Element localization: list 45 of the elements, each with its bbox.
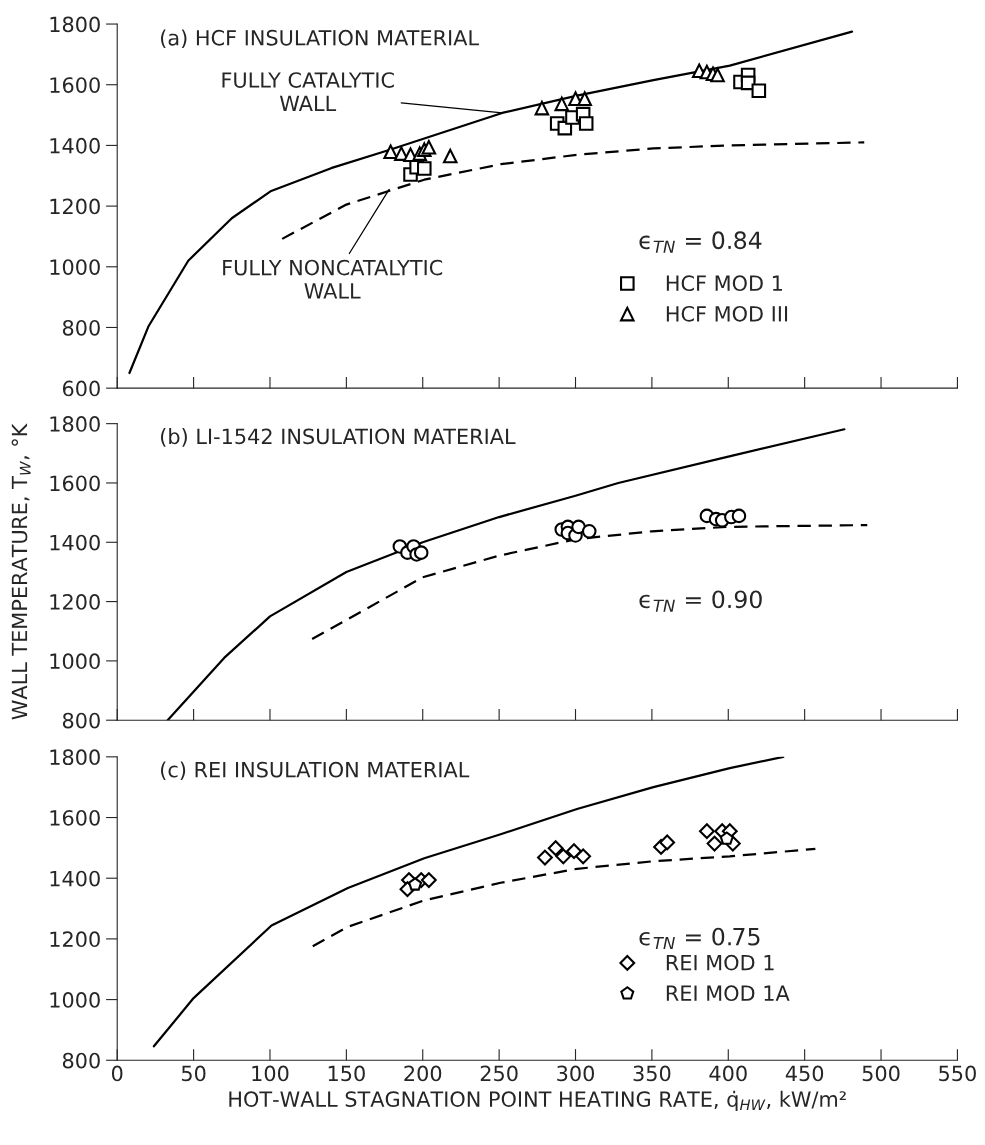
y-tick-label: 1800 xyxy=(50,16,100,33)
y-tick-label: 1400 xyxy=(50,137,100,154)
x-tick-label: 450 xyxy=(785,1065,824,1082)
annotation: FULLY NONCATALYTIC WALL xyxy=(223,259,443,299)
y-tick-label: 1000 xyxy=(50,653,100,670)
y-tick-label: 1000 xyxy=(50,992,100,1008)
x-tick-label: 500 xyxy=(862,1065,900,1082)
x-tick-label: 350 xyxy=(633,1065,671,1082)
x-tick-label: 200 xyxy=(404,1065,442,1082)
x-tick-label: 550 xyxy=(939,1065,976,1082)
y-tick-label: 1200 xyxy=(50,931,100,948)
x-axis-title: HOT-WALL STAGNATION POINT HEATING RATE, q̇$_{HW}$, kW/m² xyxy=(229,1090,846,1112)
chart-title: (b) LI-1542 INSULATION MATERIAL xyxy=(161,428,516,447)
x-tick-label: 250 xyxy=(480,1065,518,1082)
y-tick-label: 800 xyxy=(62,1052,100,1069)
y-tick-label: 1400 xyxy=(50,534,100,551)
y-tick-label: 800 xyxy=(62,712,100,729)
legend-label: REI MOD 1 xyxy=(666,954,774,971)
annotation: FULLY CATALYTIC WALL xyxy=(222,72,394,111)
y-axis-title: WALL TEMPERATURE, T$_{W}$, °K xyxy=(11,423,31,720)
y-tick-label: 600 xyxy=(62,380,100,397)
legend-label: HCF MOD III xyxy=(666,305,788,322)
y-tick-label: 1000 xyxy=(50,259,100,275)
legend-label: REI MOD 1A xyxy=(666,985,790,1002)
y-tick-label: 1400 xyxy=(50,870,100,887)
chart-title: (c) REI INSULATION MATERIAL xyxy=(161,761,470,780)
annotation: ϵ$_{TN}$ = 0.75 xyxy=(639,927,760,950)
y-tick-label: 1600 xyxy=(50,77,100,93)
y-tick-label: 1800 xyxy=(50,749,100,766)
legend-label: HCF MOD 1 xyxy=(666,275,782,292)
y-tick-label: 1600 xyxy=(50,475,100,492)
chart-title: (a) HCF INSULATION MATERIAL xyxy=(161,29,479,49)
x-tick-label: 300 xyxy=(557,1065,595,1082)
y-tick-label: 800 xyxy=(62,319,100,336)
x-tick-label: 150 xyxy=(328,1065,365,1082)
x-tick-label: 50 xyxy=(181,1065,206,1082)
annotation: ϵ$_{TN}$ = 0.90 xyxy=(639,590,762,612)
x-tick-label: 100 xyxy=(252,1065,289,1082)
x-tick-label: 400 xyxy=(709,1065,747,1082)
y-tick-label: 1200 xyxy=(50,198,100,215)
x-tick-label: 0 xyxy=(111,1065,123,1082)
y-tick-label: 1200 xyxy=(50,594,100,610)
y-tick-label: 1600 xyxy=(50,809,100,826)
annotation: ϵ$_{TN}$ = 0.84 xyxy=(639,231,762,253)
y-tick-label: 1800 xyxy=(50,416,100,432)
